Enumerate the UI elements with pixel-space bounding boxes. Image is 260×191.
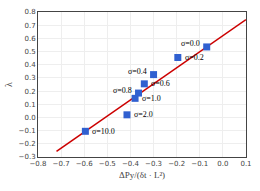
- svg-text:−0.2: −0.2: [19, 140, 36, 148]
- svg-text:−0.1: −0.1: [191, 160, 208, 168]
- svg-text:λ: λ: [3, 82, 14, 87]
- svg-text:−0.7: −0.7: [53, 160, 70, 168]
- svg-text:0.5: 0.5: [24, 48, 35, 56]
- svg-text:−0.4: −0.4: [122, 160, 140, 168]
- svg-text:−0.8: −0.8: [30, 160, 47, 168]
- svg-text:σ=0.8: σ=0.8: [113, 86, 132, 95]
- svg-text:ΔPy/(δt · L²): ΔPy/(δt · L²): [119, 170, 165, 180]
- svg-text:σ=0.6: σ=0.6: [151, 79, 170, 88]
- svg-text:0.4: 0.4: [24, 61, 36, 69]
- svg-text:σ=2.0: σ=2.0: [134, 110, 153, 119]
- svg-text:−0.2: −0.2: [168, 160, 185, 168]
- svg-text:−0.3: −0.3: [19, 153, 36, 161]
- svg-text:−0.3: −0.3: [145, 160, 162, 168]
- svg-text:σ=0.0: σ=0.0: [181, 39, 200, 48]
- svg-text:σ=0.4: σ=0.4: [128, 67, 147, 76]
- svg-text:0.0: 0.0: [24, 114, 35, 122]
- svg-text:σ=0.2: σ=0.2: [185, 53, 204, 62]
- svg-text:0.8: 0.8: [24, 8, 35, 16]
- svg-text:−0.6: −0.6: [76, 160, 94, 168]
- svg-text:0.6: 0.6: [24, 35, 36, 43]
- svg-text:0.3: 0.3: [24, 74, 35, 82]
- svg-text:0.1: 0.1: [240, 160, 251, 168]
- svg-text:−0.1: −0.1: [19, 127, 36, 135]
- svg-text:−0.5: −0.5: [99, 160, 116, 168]
- svg-text:0.7: 0.7: [24, 22, 35, 30]
- svg-text:0.2: 0.2: [24, 88, 35, 96]
- svg-text:σ=10.0: σ=10.0: [92, 127, 115, 136]
- svg-text:0.0: 0.0: [217, 160, 228, 168]
- svg-text:σ=1.0: σ=1.0: [142, 94, 161, 103]
- svg-text:0.1: 0.1: [24, 101, 35, 109]
